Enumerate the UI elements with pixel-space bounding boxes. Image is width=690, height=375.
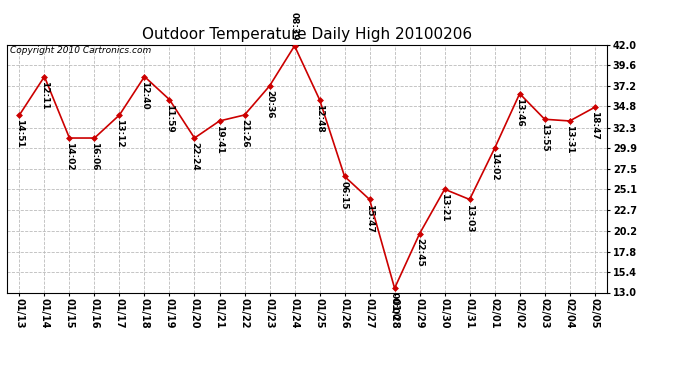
- Text: 00:00: 00:00: [390, 292, 399, 321]
- Text: 22:45: 22:45: [415, 238, 424, 267]
- Text: 20:36: 20:36: [265, 90, 274, 118]
- Text: 16:06: 16:06: [90, 142, 99, 171]
- Text: 12:48: 12:48: [315, 104, 324, 132]
- Text: 21:26: 21:26: [240, 119, 249, 148]
- Text: 12:11: 12:11: [40, 81, 49, 110]
- Text: 12:40: 12:40: [140, 81, 149, 110]
- Text: 13:46: 13:46: [515, 98, 524, 127]
- Text: 13:21: 13:21: [440, 194, 449, 222]
- Text: 14:02: 14:02: [490, 152, 499, 181]
- Text: 22:24: 22:24: [190, 142, 199, 171]
- Text: 13:31: 13:31: [565, 125, 574, 154]
- Text: 06:15: 06:15: [340, 181, 349, 209]
- Text: 13:03: 13:03: [465, 204, 474, 232]
- Title: Outdoor Temperature Daily High 20100206: Outdoor Temperature Daily High 20100206: [142, 27, 472, 42]
- Text: 11:59: 11:59: [165, 104, 174, 132]
- Text: 14:51: 14:51: [15, 119, 24, 148]
- Text: 08:39: 08:39: [290, 12, 299, 40]
- Text: 19:41: 19:41: [215, 125, 224, 154]
- Text: Copyright 2010 Cartronics.com: Copyright 2010 Cartronics.com: [10, 46, 151, 55]
- Text: 13:55: 13:55: [540, 123, 549, 152]
- Text: 18:47: 18:47: [590, 111, 599, 140]
- Text: 13:12: 13:12: [115, 119, 124, 148]
- Text: 15:47: 15:47: [365, 204, 374, 232]
- Text: 14:02: 14:02: [65, 142, 74, 171]
